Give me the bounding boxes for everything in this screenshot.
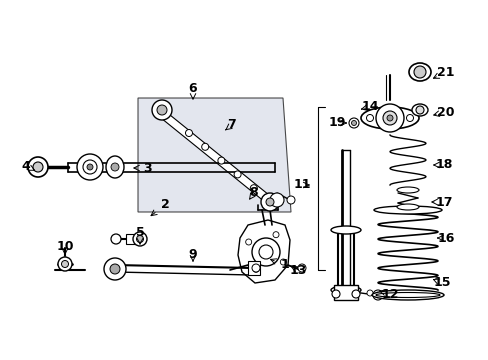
Ellipse shape [251,264,260,272]
Ellipse shape [373,206,441,214]
Ellipse shape [413,66,425,78]
Ellipse shape [83,160,97,174]
Text: 20: 20 [436,105,454,118]
Ellipse shape [157,105,167,115]
Ellipse shape [218,157,224,164]
Text: 18: 18 [434,158,452,171]
Ellipse shape [371,290,443,300]
Ellipse shape [366,114,373,122]
Ellipse shape [106,156,124,178]
Text: 17: 17 [434,195,452,208]
Text: 6: 6 [188,81,197,94]
Ellipse shape [348,118,358,128]
Text: 3: 3 [143,162,152,175]
Text: 11: 11 [293,179,310,192]
Text: 4: 4 [21,159,30,172]
Ellipse shape [386,115,392,121]
Text: 16: 16 [436,231,454,244]
Ellipse shape [152,100,172,120]
Ellipse shape [28,157,48,177]
Ellipse shape [286,196,294,204]
Ellipse shape [61,261,68,267]
Bar [247,261,260,275]
Text: 13: 13 [289,264,306,276]
Text: 2: 2 [160,198,169,211]
Ellipse shape [251,238,280,266]
Text: 10: 10 [56,240,74,253]
Ellipse shape [259,245,272,259]
Text: 8: 8 [249,186,258,199]
Text: 21: 21 [436,66,454,78]
Polygon shape [152,105,277,208]
Ellipse shape [104,258,126,280]
Ellipse shape [406,114,413,122]
Ellipse shape [252,266,259,272]
Ellipse shape [382,111,396,125]
Ellipse shape [111,234,121,244]
Ellipse shape [111,163,119,171]
Ellipse shape [269,193,284,207]
Ellipse shape [272,232,279,238]
Ellipse shape [297,264,305,272]
Ellipse shape [415,106,423,114]
Ellipse shape [265,198,273,206]
Ellipse shape [201,143,208,150]
Ellipse shape [133,232,147,246]
Ellipse shape [396,187,418,193]
Ellipse shape [360,107,418,129]
Ellipse shape [250,185,257,192]
Bar [126,234,140,244]
Ellipse shape [58,257,72,271]
Ellipse shape [77,154,103,180]
Text: 1: 1 [280,258,289,271]
Ellipse shape [351,290,359,298]
Ellipse shape [330,226,360,234]
Polygon shape [238,220,289,283]
Ellipse shape [33,162,43,172]
Ellipse shape [330,286,360,294]
Ellipse shape [375,292,439,297]
Ellipse shape [372,290,382,300]
Ellipse shape [351,121,356,126]
Text: 14: 14 [361,100,378,113]
Ellipse shape [366,290,372,296]
Text: 12: 12 [381,288,398,301]
Ellipse shape [280,259,286,265]
Ellipse shape [136,235,143,243]
Text: 9: 9 [188,248,197,261]
Ellipse shape [261,193,279,211]
Ellipse shape [245,239,251,245]
Ellipse shape [87,164,93,170]
Bar [333,285,357,300]
Ellipse shape [375,104,403,132]
Ellipse shape [396,204,418,210]
Text: 7: 7 [227,118,236,131]
Ellipse shape [331,290,339,298]
Ellipse shape [185,130,192,136]
Ellipse shape [411,104,427,116]
Ellipse shape [234,171,241,178]
Text: 15: 15 [432,276,450,289]
Text: 5: 5 [135,225,144,238]
Ellipse shape [110,264,120,274]
Ellipse shape [408,63,430,81]
Text: 19: 19 [327,117,345,130]
Polygon shape [138,98,290,212]
